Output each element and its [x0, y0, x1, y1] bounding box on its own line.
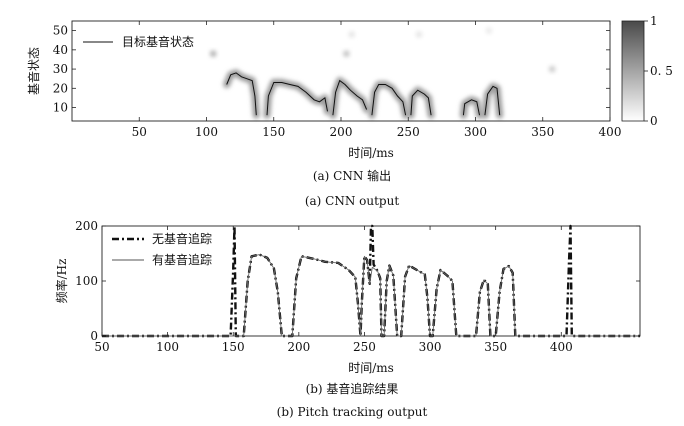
heatmap-blob — [485, 27, 493, 34]
x-tick-label: 200 — [330, 125, 353, 139]
colorbar-tick-label: 1 — [650, 14, 658, 28]
colorbar: 1 0. 5 0 — [621, 14, 673, 128]
x-tick-label: 200 — [287, 340, 310, 354]
x-tick-label: 100 — [156, 340, 179, 354]
x-tick-label: 50 — [132, 125, 147, 139]
colorbar-gradient — [621, 20, 645, 122]
heatmap-blob — [348, 31, 355, 38]
legend-label-tracking: 有基音追踪 — [152, 252, 212, 267]
x-tick-label: 250 — [397, 125, 420, 139]
colorbar-tick-label: 0. 5 — [650, 64, 673, 78]
y-tick-label: 30 — [53, 62, 68, 76]
y-tick-label: 200 — [75, 219, 98, 233]
colorbar-tick-label: 0 — [650, 114, 658, 128]
y-axis-label: 基音状态 — [26, 47, 41, 95]
axis-ticks: 50 100 150 200 250 300 350 400 0 100 200 — [75, 219, 640, 354]
x-tick-label: 400 — [599, 125, 622, 139]
heatmap-layer — [210, 27, 556, 119]
target-state-line — [332, 79, 368, 116]
x-axis-label: 时间/ms — [348, 146, 394, 160]
target-series — [226, 72, 501, 116]
heatmap-band — [263, 79, 331, 119]
axis-ticks: 50 100 150 200 250 300 350 400 10 20 30 40 50 — [53, 21, 622, 139]
legend-label-no-tracking: 无基音追踪 — [152, 231, 212, 246]
y-tick-label: 50 — [53, 24, 68, 38]
x-tick-label: 50 — [94, 340, 109, 354]
x-tick-label: 250 — [353, 340, 376, 354]
x-axis-label: 时间/ms — [348, 361, 394, 375]
y-tick-label: 10 — [53, 101, 68, 115]
caption-b-en: (b) Pitch tracking output — [277, 405, 428, 419]
y-axis-label: 频率/Hz — [54, 259, 69, 304]
target-state-line — [371, 84, 407, 116]
x-tick-label: 300 — [464, 125, 487, 139]
caption-b-zh: (b) 基音追踪结果 — [306, 381, 399, 396]
panel-b: 50 100 150 200 250 300 350 400 0 100 200 无基音追踪 有基音… — [54, 219, 641, 419]
heatmap-blob — [548, 65, 556, 73]
target-state-line — [484, 85, 501, 116]
x-tick-label: 350 — [531, 125, 554, 139]
x-tick-label: 350 — [484, 340, 507, 354]
caption-a-en: (a) CNN output — [305, 194, 400, 208]
x-tick-label: 400 — [550, 340, 573, 354]
series-line-tracking — [102, 254, 640, 337]
target-state-line — [462, 99, 480, 116]
y-tick-label: 40 — [53, 43, 68, 57]
y-tick-label: 100 — [75, 274, 98, 288]
y-tick-label: 20 — [53, 81, 68, 95]
target-state-line — [226, 72, 257, 116]
y-tick-label: 0 — [90, 329, 98, 343]
heatmap-band — [223, 69, 260, 119]
series-layer — [102, 224, 640, 338]
target-state-line — [410, 89, 432, 116]
heatmap-blob — [343, 50, 350, 57]
x-tick-label: 100 — [195, 125, 218, 139]
caption-a-zh: (a) CNN 输出 — [313, 168, 391, 183]
heatmap-blob — [415, 31, 423, 38]
target-state-line — [266, 82, 328, 116]
x-tick-label: 150 — [222, 340, 245, 354]
x-tick-label: 150 — [262, 125, 285, 139]
legend-label: 目标基音状态 — [122, 34, 194, 49]
heatmap-blob — [210, 50, 217, 57]
x-tick-label: 300 — [419, 340, 442, 354]
